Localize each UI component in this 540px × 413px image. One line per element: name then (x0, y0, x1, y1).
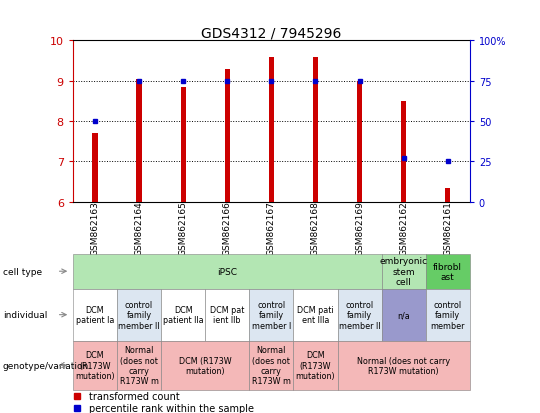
Bar (293, 289, 338, 341)
Text: embryonic
stem
cell: embryonic stem cell (380, 257, 428, 286)
Text: GSM862165: GSM862165 (179, 201, 188, 256)
Bar (161, 341, 249, 390)
Text: GSM862164: GSM862164 (134, 201, 144, 256)
Text: Normal
(does not
carry
R173W m: Normal (does not carry R173W m (119, 345, 159, 386)
Bar (357, 82, 362, 202)
Bar (92, 134, 98, 202)
Text: GSM862161: GSM862161 (443, 201, 452, 256)
Bar (269, 57, 274, 202)
Text: cell type: cell type (3, 267, 42, 276)
Bar (73, 289, 117, 341)
Bar (117, 289, 161, 341)
Text: DCM
patient IIa: DCM patient IIa (163, 305, 204, 325)
Bar (137, 80, 141, 202)
Bar (73, 254, 382, 289)
Text: Normal
(does not
carry
R173W m: Normal (does not carry R173W m (252, 345, 291, 386)
Text: DCM
(R173W
mutation): DCM (R173W mutation) (295, 351, 335, 380)
Bar (338, 289, 382, 341)
Title: GDS4312 / 7945296: GDS4312 / 7945296 (201, 26, 341, 40)
Text: control
family
member II: control family member II (339, 300, 380, 330)
Text: DCM (R173W
mutation): DCM (R173W mutation) (179, 356, 232, 375)
Text: fibrobl
ast: fibrobl ast (433, 262, 462, 281)
Bar (382, 254, 426, 289)
Text: GSM862163: GSM862163 (91, 201, 99, 256)
Bar (426, 254, 470, 289)
Bar (338, 341, 470, 390)
Text: GSM862162: GSM862162 (399, 201, 408, 256)
Text: DCM
patient Ia: DCM patient Ia (76, 305, 114, 325)
Text: percentile rank within the sample: percentile rank within the sample (89, 404, 254, 413)
Bar (249, 289, 293, 341)
Bar (117, 341, 161, 390)
Text: individual: individual (3, 311, 47, 319)
Text: GSM862168: GSM862168 (311, 201, 320, 256)
Bar (205, 289, 249, 341)
Bar (445, 188, 450, 202)
Bar (73, 341, 117, 390)
Bar (426, 289, 470, 341)
Bar (293, 341, 338, 390)
Bar (161, 289, 205, 341)
Text: GSM862167: GSM862167 (267, 201, 276, 256)
Text: Normal (does not carry
R173W mutation): Normal (does not carry R173W mutation) (357, 356, 450, 375)
Text: control
family
member I: control family member I (252, 300, 291, 330)
Bar (180, 88, 186, 202)
Text: DCM
(R173W
mutation): DCM (R173W mutation) (75, 351, 115, 380)
Text: iPSC: iPSC (217, 267, 237, 276)
Text: n/a: n/a (397, 311, 410, 319)
Bar (313, 57, 318, 202)
Text: genotype/variation: genotype/variation (3, 361, 89, 370)
Bar (382, 289, 426, 341)
Text: control
family
member II: control family member II (118, 300, 160, 330)
Text: GSM862169: GSM862169 (355, 201, 364, 256)
Text: DCM pat
ient IIb: DCM pat ient IIb (210, 305, 245, 325)
Bar (225, 69, 230, 202)
Bar (401, 102, 406, 202)
Bar (249, 341, 293, 390)
Text: GSM862166: GSM862166 (223, 201, 232, 256)
Text: control
family
member: control family member (430, 300, 465, 330)
Text: transformed count: transformed count (89, 391, 179, 401)
Text: DCM pati
ent IIIa: DCM pati ent IIIa (297, 305, 334, 325)
